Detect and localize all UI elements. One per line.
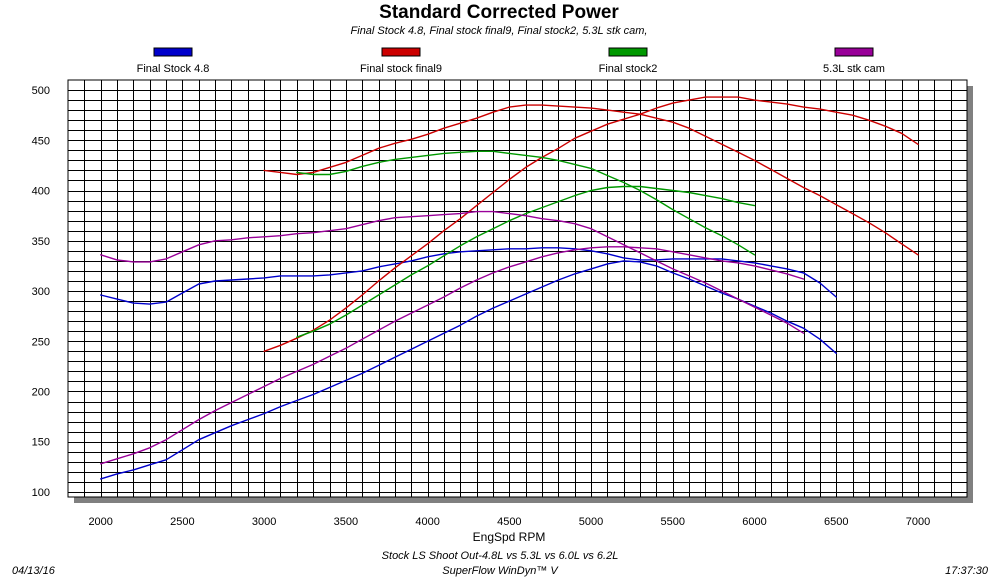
y-tick-label: 350 [32,236,50,248]
x-tick-label: 3000 [252,516,276,528]
x-axis-label: EngSpd RPM [473,530,546,544]
plot-area: 100 150 200 250 300 350 400 450 500 2000 2500 3000 3… [32,79,973,528]
x-tick-label: 6000 [742,516,766,528]
x-tick-label: 5000 [579,516,603,528]
legend-swatch [153,47,193,57]
footer-line1: Stock LS Shoot Out-4.8L vs 5.3L vs 6.0L … [382,550,619,562]
x-tick-label: 2000 [88,516,112,528]
legend: Final Stock 4.8 Final stock final9 Final s… [137,47,885,75]
y-tick-label: 500 [32,85,50,97]
x-tick-label: 7000 [906,516,930,528]
x-tick-label: 6500 [824,516,848,528]
series-line-2-torque [263,96,919,352]
plot-frame [67,79,968,498]
y-tick-label: 400 [32,186,50,198]
series-line-4-power [99,210,805,334]
legend-swatch [608,47,648,57]
series-line-3-power [296,150,756,256]
series-line-4-torque [99,246,805,465]
legend-swatch [834,47,874,57]
x-tick-label: 5500 [661,516,685,528]
footer-time: 17:37:30 [945,565,989,577]
x-tick-label: 2500 [170,516,194,528]
legend-label: 5.3L stk cam [823,63,885,75]
footer-date: 04/13/16 [12,565,56,577]
x-tick-label: 4500 [497,516,521,528]
series-line-3-torque [296,185,756,338]
legend-label: Final Stock 4.8 [137,63,210,75]
y-tick-label: 200 [32,386,50,398]
footer-line2: SuperFlow WinDyn™ V [442,565,559,577]
legend-label: Final stock2 [599,63,658,75]
series-line-2-power [263,104,919,256]
y-tick-label: 300 [32,286,50,298]
legend-swatch [381,47,421,57]
x-tick-label: 4000 [415,516,439,528]
chart-subtitle: Final Stock 4.8, Final stock final9, Fin… [351,25,648,37]
y-tick-label: 450 [32,135,50,147]
chart-title: Standard Corrected Power [379,2,619,23]
series-line-1-torque [99,260,837,480]
x-tick-label: 3500 [334,516,358,528]
y-tick-label: 150 [32,437,50,449]
y-tick-label: 250 [32,336,50,348]
legend-label: Final stock final9 [360,63,442,75]
y-tick-label: 100 [32,487,50,499]
